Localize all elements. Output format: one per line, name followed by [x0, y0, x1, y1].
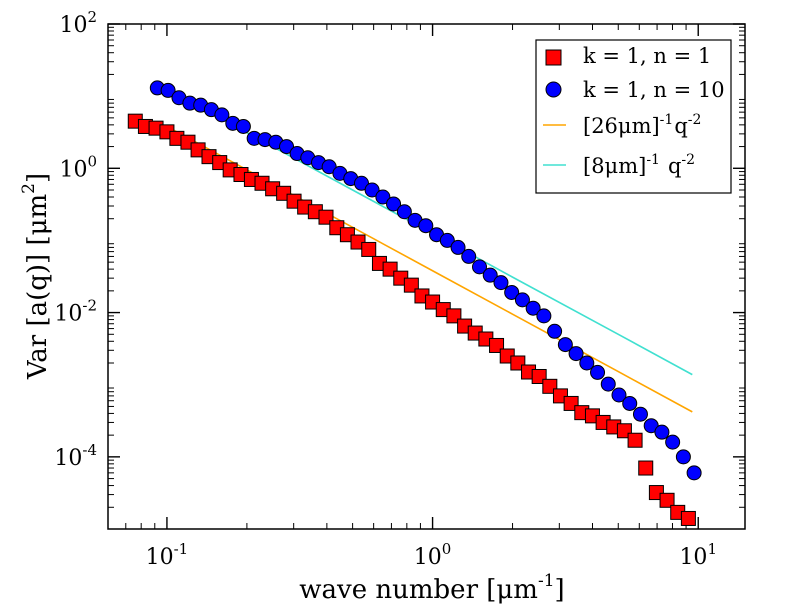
- data-point-circle: [396, 204, 412, 220]
- data-point-circle: [536, 308, 552, 324]
- legend-marker-series-2: [545, 81, 562, 98]
- data-point-circle: [675, 449, 691, 465]
- y-axis-title-base: Var [a(q)] [μm: [23, 194, 53, 380]
- x-axis-title-tail: ]: [555, 575, 565, 605]
- legend-marker-series-1: [545, 49, 562, 66]
- y-tick-label: 10-2: [54, 297, 97, 327]
- data-point-circle: [665, 434, 681, 450]
- legend-label-series-3-part-2: -1: [660, 112, 674, 128]
- data-point-circle: [611, 387, 627, 403]
- series-layer: [127, 80, 702, 526]
- series-2-points: [149, 80, 702, 481]
- data-point-circle: [579, 355, 595, 371]
- legend-label-series-1: k = 1, n = 1: [583, 44, 711, 68]
- data-point-circle: [504, 284, 520, 300]
- x-tick-labels: 10-1 100 101: [146, 540, 717, 570]
- data-point-circle: [493, 275, 509, 291]
- legend-label-series-4: [8μm]-1 q-2: [583, 152, 695, 178]
- legend-box: [535, 39, 732, 194]
- data-point-circle: [418, 218, 434, 234]
- legend-label-series-3-part-3: q: [674, 114, 687, 138]
- legend-label-series-4-part-2: -1: [646, 152, 660, 168]
- data-point-circle: [622, 395, 638, 411]
- x-tick-label: 100: [414, 540, 452, 570]
- data-point-circle: [364, 182, 380, 198]
- data-point-circle: [525, 300, 541, 316]
- data-point-square: [659, 492, 675, 508]
- data-point-circle: [461, 248, 477, 264]
- data-point-circle: [160, 82, 176, 98]
- data-point-square: [680, 510, 696, 526]
- legend-label-series-4-part-1: [8μm]: [583, 154, 646, 178]
- data-point-circle: [600, 376, 616, 392]
- data-point-circle: [557, 337, 573, 353]
- y-tick-label: 102: [59, 8, 97, 38]
- data-point-circle: [439, 232, 455, 248]
- legend-label-series-3-part-1: [26μm]: [583, 114, 660, 138]
- data-point-circle: [654, 424, 670, 440]
- data-point-circle: [472, 259, 488, 275]
- data-point-circle: [235, 118, 251, 134]
- y-axis-title-sup: 2: [19, 183, 39, 194]
- data-point-square: [361, 241, 377, 257]
- data-point-circle: [375, 189, 391, 205]
- data-point-circle: [632, 406, 648, 422]
- x-tick-label: 101: [679, 540, 717, 570]
- legend-label-series-4-part-3: q: [668, 154, 681, 178]
- data-point-circle: [321, 159, 337, 175]
- x-axis-title: wave number [μm-1]: [299, 571, 564, 605]
- data-point-circle: [514, 292, 530, 308]
- data-point-circle: [386, 196, 402, 212]
- x-axis-title-base: wave number [μm: [299, 575, 538, 605]
- data-point-circle: [590, 364, 606, 380]
- data-point-circle: [547, 323, 563, 339]
- data-point-circle: [686, 465, 702, 481]
- y-tick-label: 100: [59, 152, 97, 182]
- series-1-points: [127, 113, 696, 526]
- plot-frame: [107, 23, 746, 530]
- y-tick-labels: 102 100 10-2 10-4: [54, 8, 97, 471]
- minor-ticks: [108, 24, 745, 529]
- data-point-circle: [568, 346, 584, 362]
- legend-label-series-2: k = 1, n = 10: [583, 78, 725, 102]
- data-point-circle: [450, 239, 466, 255]
- data-point-square: [638, 460, 654, 476]
- x-tick-label: 10-1: [146, 540, 189, 570]
- data-point-circle: [353, 175, 369, 191]
- data-point-circle: [214, 107, 230, 123]
- legend-label-series-3: [26μm]-1q-2: [583, 112, 701, 138]
- data-point-circle: [482, 267, 498, 283]
- legend: k = 1, n = 1 k = 1, n = 10 [26μm]-1q-2 […: [535, 39, 732, 194]
- data-point-circle: [279, 139, 295, 155]
- y-axis-title: Var [a(q)] [μm2]: [19, 173, 53, 380]
- y-axis-title-tail: ]: [23, 173, 53, 183]
- legend-label-series-4-part-4: -2: [681, 152, 695, 168]
- data-point-square: [627, 432, 643, 448]
- y-tick-label: 10-4: [54, 441, 97, 471]
- legend-label-series-3-part-4: -2: [688, 112, 702, 128]
- x-axis-title-sup: -1: [538, 571, 555, 591]
